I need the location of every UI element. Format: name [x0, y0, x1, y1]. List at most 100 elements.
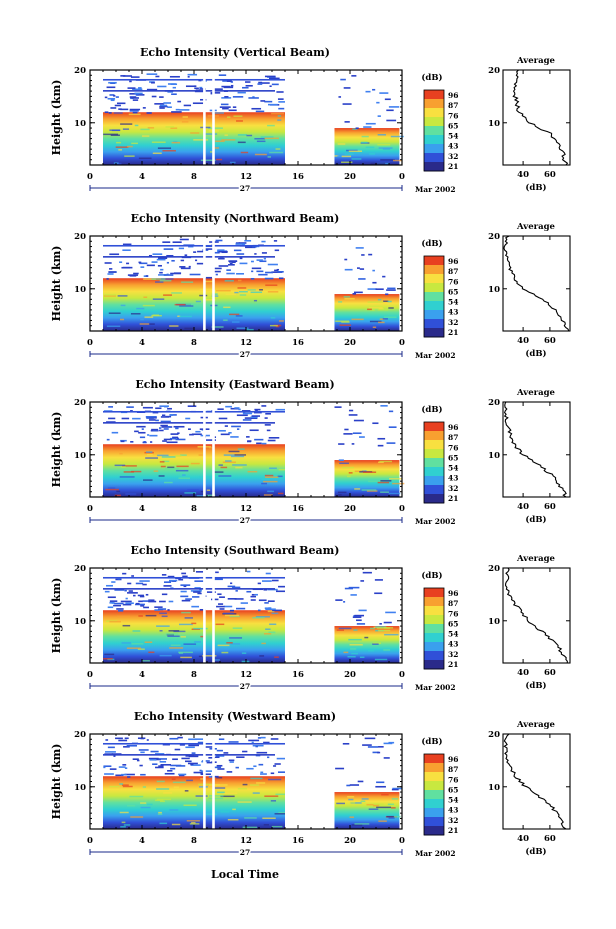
average-y-tick: 20: [488, 232, 500, 242]
x-tick-label: 16: [292, 338, 304, 348]
colorbar-unit: (dB): [421, 570, 442, 581]
colorbar-tick: 87: [448, 101, 458, 110]
data-gap: [203, 236, 206, 331]
average-y-tick: 20: [488, 730, 500, 740]
data-gap: [203, 568, 206, 663]
x-tick-label: 8: [191, 172, 197, 182]
x-tick-label: 12: [240, 504, 252, 514]
colorbar-tick: 76: [448, 775, 458, 784]
data-gap: [203, 70, 206, 165]
data-gap: [212, 402, 215, 497]
x-tick-label: 0: [87, 504, 93, 514]
y-tick-label: 20: [74, 232, 86, 242]
x-tick-label: 0: [87, 670, 93, 680]
colorbar-tick: 54: [448, 630, 458, 639]
x-tick-label: 0: [399, 172, 405, 182]
colorbar-tick: 43: [448, 308, 458, 317]
echo-band: [334, 460, 400, 497]
panel-title: Echo Intensity (Westward Beam): [134, 710, 336, 723]
y-tick-label: 10: [74, 285, 86, 295]
x-tick-label: 4: [139, 504, 145, 514]
x-tick-label: 20: [344, 338, 356, 348]
colorbar-tick: 54: [448, 132, 458, 141]
colorbar-tick: 87: [448, 433, 458, 442]
colorbar-tick: 76: [448, 111, 458, 120]
x-tick-label: 0: [399, 836, 405, 846]
x-tick-label: 12: [240, 670, 252, 680]
average-profile-line: [505, 567, 568, 663]
average-profile-panel: Average 20 10 40 60 (dB): [488, 554, 571, 691]
beam-panel-2: Echo Intensity (Eastward Beam) Height (km…: [50, 378, 571, 527]
colorbar-tick: 76: [448, 609, 458, 618]
beam-panel-4: Echo Intensity (Westward Beam) Height (km…: [50, 710, 571, 859]
colorbar-tick: 87: [448, 765, 458, 774]
day-label: 27: [240, 184, 250, 193]
y-axis-label: Height (km): [50, 744, 63, 820]
colorbar-tick: 96: [448, 257, 458, 266]
echo-band: [334, 626, 400, 663]
colorbar-tick: 65: [448, 453, 458, 462]
date-label: Mar 2002: [415, 351, 456, 360]
colorbar-tick: 21: [448, 494, 458, 503]
average-y-tick: 20: [488, 398, 500, 408]
heatmap: [103, 402, 405, 497]
average-title: Average: [516, 388, 556, 398]
average-x-tick: 40: [517, 502, 529, 512]
colorbar-tick: 32: [448, 484, 458, 493]
colorbar: [423, 587, 445, 670]
x-tick-label: 8: [191, 836, 197, 846]
x-tick-label: 12: [240, 338, 252, 348]
average-x-tick: 60: [544, 668, 556, 678]
average-frame: [502, 567, 571, 664]
x-tick-label: 0: [399, 504, 405, 514]
day-label: 27: [240, 682, 250, 691]
x-tick-label: 4: [139, 172, 145, 182]
beam-panel-1: Echo Intensity (Northward Beam) Height (k…: [50, 212, 571, 361]
average-x-tick: 40: [517, 668, 529, 678]
colorbar-tick: 32: [448, 650, 458, 659]
colorbar-tick: 96: [448, 423, 458, 432]
colorbar-tick: 32: [448, 816, 458, 825]
average-profile-panel: Average 20 10 40 60 (dB): [488, 222, 571, 359]
x-tick-label: 16: [292, 504, 304, 514]
average-x-tick: 60: [544, 502, 556, 512]
panel-title: Echo Intensity (Eastward Beam): [135, 378, 334, 391]
average-x-tick: 40: [517, 834, 529, 844]
colorbar-tick: 96: [448, 91, 458, 100]
x-tick-label: 4: [139, 670, 145, 680]
colorbar: [423, 421, 445, 504]
average-frame: [502, 235, 571, 332]
colorbar-tick: 96: [448, 755, 458, 764]
colorbar-tick: 87: [448, 599, 458, 608]
x-tick-label: 20: [344, 670, 356, 680]
data-gap: [203, 402, 206, 497]
y-tick-label: 10: [74, 451, 86, 461]
x-tick-label: 16: [292, 172, 304, 182]
average-y-tick: 10: [488, 119, 500, 129]
y-tick-label: 20: [74, 66, 86, 76]
average-title: Average: [516, 554, 556, 564]
average-y-tick: 10: [488, 783, 500, 793]
data-gap: [203, 734, 206, 829]
average-x-tick: 40: [517, 170, 529, 180]
average-y-tick: 20: [488, 66, 500, 76]
y-tick-label: 10: [74, 119, 86, 129]
y-axis-label: Height (km): [50, 246, 63, 322]
data-gap: [212, 568, 215, 663]
data-gap: [285, 402, 335, 497]
average-y-tick: 10: [488, 285, 500, 295]
x-tick-label: 12: [240, 172, 252, 182]
heatmap: [103, 734, 403, 829]
data-gap: [285, 734, 335, 829]
colorbar-tick: 32: [448, 318, 458, 327]
x-tick-label: 20: [344, 172, 356, 182]
data-gap: [285, 568, 335, 663]
average-frame: [502, 733, 571, 830]
day-label: 27: [240, 350, 250, 359]
colorbar: [423, 753, 445, 836]
average-title: Average: [516, 56, 556, 66]
y-tick-label: 20: [74, 398, 86, 408]
date-label: Mar 2002: [415, 849, 456, 858]
average-x-label: (dB): [525, 680, 546, 691]
date-label: Mar 2002: [415, 517, 456, 526]
